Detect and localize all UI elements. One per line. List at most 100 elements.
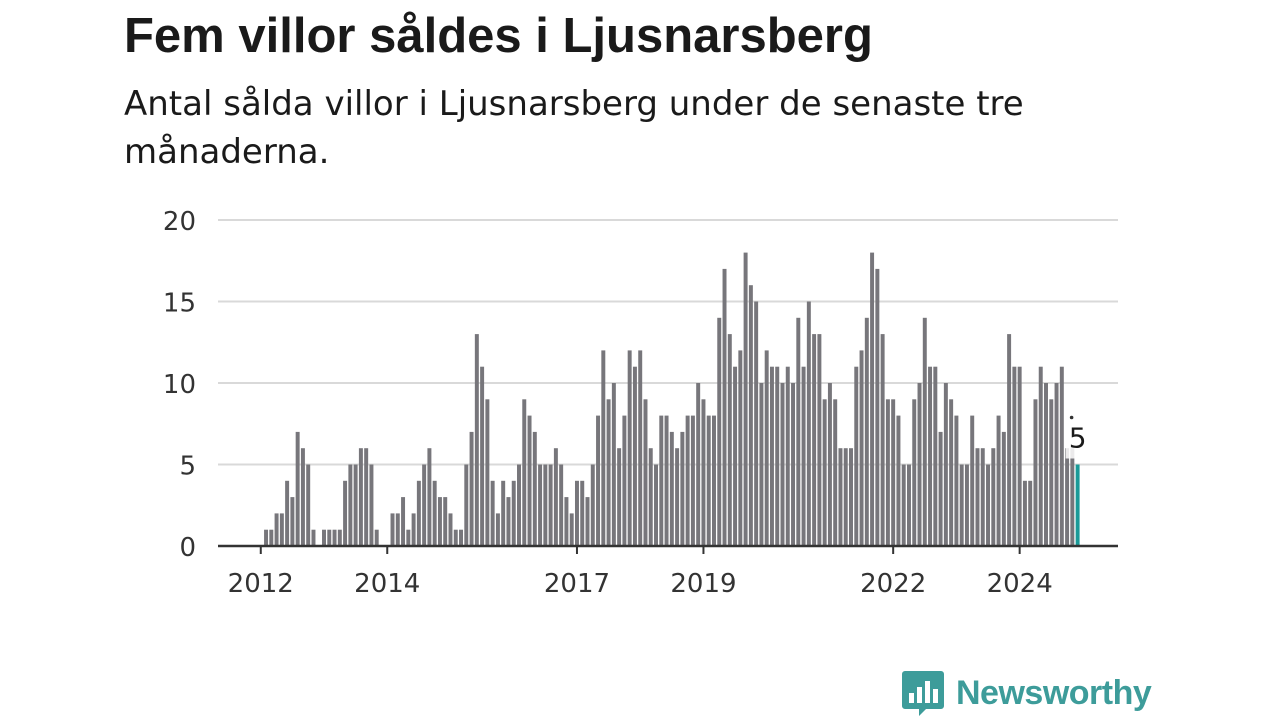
bar <box>348 464 353 546</box>
bar <box>675 448 680 546</box>
annotations: 5 <box>1065 415 1090 459</box>
bar <box>970 415 975 546</box>
x-tick-label: 2014 <box>354 569 420 599</box>
bar <box>901 464 906 546</box>
bar <box>964 464 969 546</box>
bar <box>290 497 295 546</box>
bar <box>938 431 943 546</box>
x-tick-label: 2019 <box>670 569 736 599</box>
bar <box>701 399 706 546</box>
bar <box>327 529 332 546</box>
bar <box>996 415 1001 546</box>
bar <box>443 497 448 546</box>
bar <box>880 334 885 546</box>
bar <box>1028 480 1033 546</box>
bar <box>553 448 558 546</box>
bar <box>1033 399 1038 546</box>
bar <box>854 366 859 546</box>
brand-name: Newsworthy <box>956 673 1152 712</box>
bar <box>264 529 269 546</box>
bar <box>364 448 369 546</box>
x-tick-label: 2022 <box>860 569 926 599</box>
bar <box>574 480 579 546</box>
bar <box>859 350 864 546</box>
y-tick-label: 20 <box>163 207 196 237</box>
bar <box>780 383 785 546</box>
bar <box>311 529 316 546</box>
bar <box>796 317 801 546</box>
bar <box>559 464 564 546</box>
bar <box>469 431 474 546</box>
bar <box>891 399 896 546</box>
highlighted-bar <box>1075 464 1080 546</box>
bar <box>659 415 664 546</box>
bar <box>580 480 585 546</box>
bar <box>606 399 611 546</box>
bar <box>617 448 622 546</box>
bar <box>864 317 869 546</box>
chart-title: Fem villor såldes i Ljusnarsberg <box>124 9 873 63</box>
bar-chart: 0 5 10 15 20 2012 2014 2017 2019 2022 2024 5 <box>163 207 1118 599</box>
bar <box>511 480 516 546</box>
bar <box>474 334 479 546</box>
bar <box>769 366 774 546</box>
bar <box>295 431 300 546</box>
bar <box>1065 448 1070 546</box>
bar <box>427 448 432 546</box>
x-axis: 2012 2014 2017 2019 2022 2024 <box>218 544 1118 599</box>
bar <box>432 480 437 546</box>
bar <box>422 464 427 546</box>
bar <box>459 529 464 546</box>
x-tick-label: 2017 <box>544 569 610 599</box>
bar <box>949 399 954 546</box>
bar <box>548 464 553 546</box>
x-tick-label: 2012 <box>228 569 294 599</box>
bar <box>696 383 701 546</box>
bar <box>611 383 616 546</box>
bar <box>917 383 922 546</box>
bar <box>838 448 843 546</box>
bar <box>912 399 917 546</box>
bar <box>754 301 759 546</box>
bar <box>532 431 537 546</box>
bar <box>306 464 311 546</box>
bar <box>980 448 985 546</box>
bar <box>411 513 416 546</box>
y-axis-labels: 0 5 10 15 20 <box>163 207 196 563</box>
bar <box>875 268 880 546</box>
bar <box>817 334 822 546</box>
y-tick-label: 5 <box>179 452 196 482</box>
bar <box>738 350 743 546</box>
bar <box>706 415 711 546</box>
bar <box>416 480 421 546</box>
bar <box>337 529 342 546</box>
bar <box>922 317 927 546</box>
bar <box>464 464 469 546</box>
bar <box>269 529 274 546</box>
bar <box>353 464 358 546</box>
bar <box>1017 366 1022 546</box>
bar <box>759 383 764 546</box>
bar <box>622 415 627 546</box>
bar <box>480 366 485 546</box>
bar <box>849 448 853 546</box>
bar <box>638 350 643 546</box>
x-tick-label: 2024 <box>987 569 1053 599</box>
bar <box>664 415 669 546</box>
bar <box>1012 366 1017 546</box>
bar <box>722 268 727 546</box>
bar <box>522 399 527 546</box>
newsworthy-logo: Newsworthy <box>902 668 1152 718</box>
bar <box>669 431 674 546</box>
bar <box>654 464 658 546</box>
bar <box>1038 366 1043 546</box>
bar <box>543 464 548 546</box>
bar <box>712 415 716 546</box>
y-tick-label: 15 <box>163 289 196 319</box>
bar <box>827 383 832 546</box>
bar <box>279 513 284 546</box>
bar <box>274 513 279 546</box>
bars <box>264 252 1080 546</box>
bar <box>648 448 653 546</box>
bar <box>643 399 648 546</box>
